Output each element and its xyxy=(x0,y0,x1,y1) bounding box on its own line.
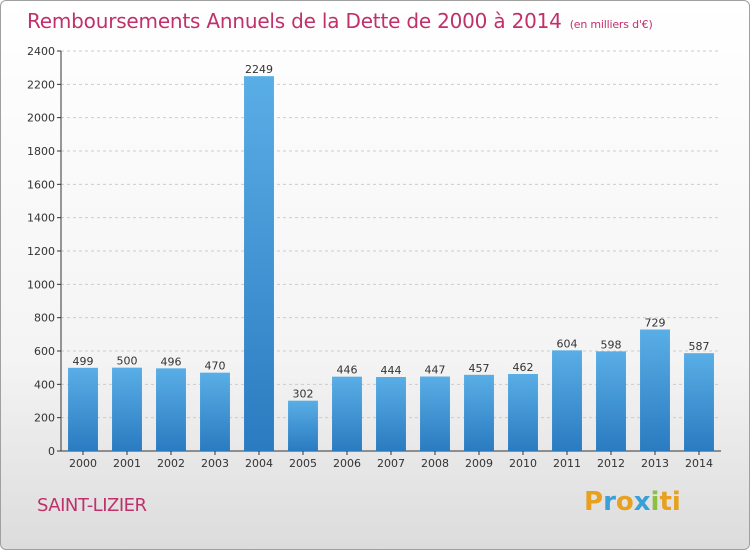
bar xyxy=(552,350,582,451)
bar xyxy=(68,367,98,451)
y-tick-label: 1200 xyxy=(27,245,55,258)
bar-value-label: 470 xyxy=(205,360,226,373)
y-tick-label: 1000 xyxy=(27,278,55,291)
bar-value-label: 446 xyxy=(337,364,358,377)
logo-letter: x xyxy=(633,487,651,517)
bar xyxy=(200,372,230,451)
logo-letter: P xyxy=(584,487,604,517)
bar-value-label: 444 xyxy=(381,364,402,377)
proxiti-logo: Proxiti xyxy=(584,487,681,517)
y-tick-label: 1800 xyxy=(27,145,55,158)
bar-value-label: 500 xyxy=(117,355,138,368)
x-tick-label: 2006 xyxy=(333,457,361,470)
bar xyxy=(684,353,714,451)
chart-title-text: Remboursements Annuels de la Dette de 20… xyxy=(27,9,562,33)
logo-letter: ti xyxy=(659,487,681,517)
bar-value-label: 598 xyxy=(601,338,622,351)
x-tick-label: 2001 xyxy=(113,457,141,470)
bar-value-label: 496 xyxy=(161,355,182,368)
bar xyxy=(376,377,406,451)
bar-value-label: 2249 xyxy=(245,63,273,76)
y-tick-label: 2400 xyxy=(27,45,55,58)
x-tick-label: 2010 xyxy=(509,457,537,470)
x-tick-label: 2002 xyxy=(157,457,185,470)
y-tick-label: 200 xyxy=(34,412,55,425)
y-tick-label: 600 xyxy=(34,345,55,358)
x-tick-label: 2005 xyxy=(289,457,317,470)
x-tick-label: 2000 xyxy=(69,457,97,470)
logo-letter: i xyxy=(650,487,660,517)
bar-value-label: 302 xyxy=(293,388,314,401)
x-tick-label: 2013 xyxy=(641,457,669,470)
bar-value-label: 587 xyxy=(689,340,710,353)
chart-title: Remboursements Annuels de la Dette de 20… xyxy=(27,9,653,33)
bars xyxy=(68,76,714,452)
y-tick-label: 1600 xyxy=(27,178,55,191)
logo-letter: o xyxy=(615,487,634,517)
bar xyxy=(596,351,626,451)
bar xyxy=(640,329,670,451)
x-tick-label: 2009 xyxy=(465,457,493,470)
town-name: SAINT-LIZIER xyxy=(37,495,147,516)
y-tick-label: 400 xyxy=(34,378,55,391)
bar xyxy=(420,376,450,451)
bar xyxy=(288,400,318,451)
y-tick-label: 0 xyxy=(48,445,55,458)
y-tick-label: 800 xyxy=(34,312,55,325)
bar xyxy=(244,76,274,452)
y-tick-label: 2000 xyxy=(27,112,55,125)
chart-unit: (en milliers d'€) xyxy=(569,18,653,31)
bar xyxy=(112,367,142,451)
bar xyxy=(464,374,494,451)
x-tick-label: 2007 xyxy=(377,457,405,470)
bar-value-label: 462 xyxy=(513,361,534,374)
x-tick-label: 2008 xyxy=(421,457,449,470)
bar-value-label: 457 xyxy=(469,362,490,375)
x-tick-label: 2012 xyxy=(597,457,625,470)
bar xyxy=(508,374,538,451)
y-tick-label: 2200 xyxy=(27,78,55,91)
bar-value-label: 499 xyxy=(73,355,94,368)
x-tick-label: 2014 xyxy=(685,457,713,470)
labels: 0 200 400 600 800 1000 1200 1400 1600 1800 2000 220… xyxy=(27,45,713,470)
logo-letter: r xyxy=(603,487,616,517)
bar-value-label: 604 xyxy=(557,337,578,350)
bar-value-label: 447 xyxy=(425,364,446,377)
x-tick-label: 2003 xyxy=(201,457,229,470)
x-tick-label: 2011 xyxy=(553,457,581,470)
x-tick-label: 2004 xyxy=(245,457,273,470)
y-tick-label: 1400 xyxy=(27,212,55,225)
bar-value-label: 729 xyxy=(645,317,666,330)
bar xyxy=(156,368,186,451)
bar xyxy=(332,376,362,451)
